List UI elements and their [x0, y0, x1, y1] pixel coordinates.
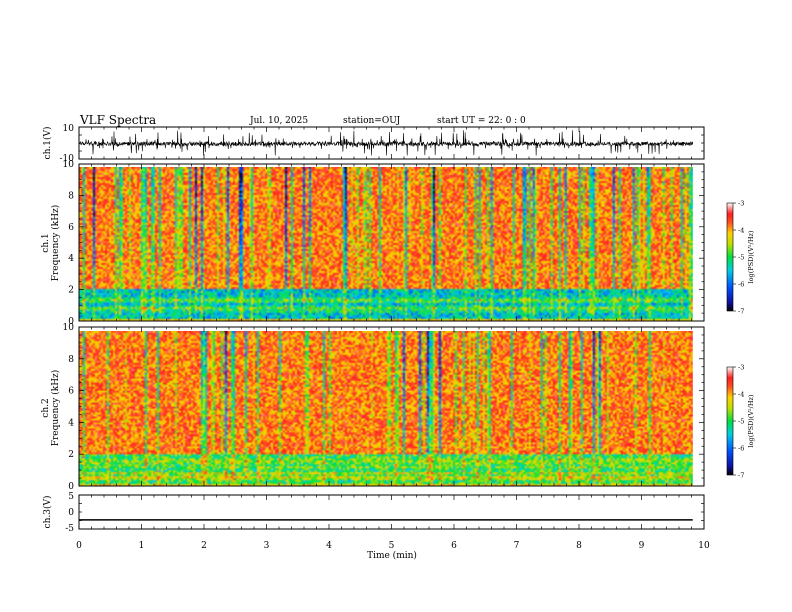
time-tick-label: 9	[639, 541, 645, 551]
ch3-ytick-bottom: -5	[65, 524, 74, 534]
spec2-ytick-label: 4	[68, 418, 74, 428]
ch1-spectrogram-panel: 0 2 4 6 8 10 ch.1 Frequency (kHz)	[41, 160, 705, 327]
ch1-waveform-line	[78, 130, 694, 156]
spec2-ytick-label: 6	[68, 387, 74, 397]
spec1-ytick-label: 6	[68, 223, 74, 233]
ch3-ytick-middle: 0	[68, 508, 74, 518]
ch2-colorbar-tick-label: -5	[738, 418, 744, 426]
spec2-ytick-label: 8	[68, 355, 74, 365]
ch3-waveform-panel: 5 0 -5 ch.3(V) 0 1 2 3 4 5 6 7 8 9 10 Time (min)	[42, 492, 710, 561]
ch1-ytick-top: 10	[63, 124, 75, 134]
ch2-spectrogram-panel: 0 2 4 6 8 10 ch.2 Frequency (kHz)	[41, 323, 705, 492]
ch1-ytick-bottom: -10	[60, 154, 75, 164]
figure-title: VLF Spectra	[79, 113, 156, 127]
spec2-ytick-label: 0	[68, 482, 74, 492]
ch2-colorbar-tick-label: -6	[738, 445, 744, 453]
ch2-colorbar-tick-label: -3	[738, 364, 744, 372]
spec1-ytick-label: 2	[68, 286, 74, 296]
ch1-colorbar-gradient	[727, 203, 733, 311]
time-tick-label: 5	[389, 541, 395, 551]
ch3-ylabel: ch.3(V)	[42, 496, 53, 529]
time-axis-tick-labels: 0 1 2 3 4 5 6 7 8 9 10	[76, 541, 710, 551]
ch2-colorbar-tick-label: -7	[738, 472, 744, 480]
time-tick-label: 10	[698, 541, 710, 551]
ch2-colorbar-tick-label: -4	[738, 391, 744, 399]
ch1-spectrogram-ticks	[78, 163, 705, 322]
ch1-colorbar-tick-label: -7	[738, 308, 744, 316]
time-tick-label: 4	[326, 541, 332, 551]
ch3-waveform-ticks	[78, 494, 705, 530]
ch1-channel-label: ch.1	[41, 233, 51, 252]
ch2-frequency-tick-labels: 0 2 4 6 8 10	[63, 323, 75, 492]
ch1-colorbar-tick-label: -5	[738, 254, 744, 262]
time-tick-label: 2	[201, 541, 207, 551]
ch3-waveform-frame	[78, 494, 705, 530]
time-tick-label: 3	[264, 541, 270, 551]
ch1-colorbar-tick-label: -3	[738, 200, 744, 208]
date-label: Jul. 10, 2025	[249, 116, 308, 126]
spec1-ytick-label: 10	[63, 160, 75, 170]
ch1-frequency-axis-label: Frequency (kHz)	[50, 205, 61, 282]
ch1-colorbar-tick-labels: -3 -4 -5 -6 -7	[733, 200, 744, 316]
spec1-ytick-label: 0	[68, 317, 74, 327]
time-axis-label: Time (min)	[367, 550, 417, 561]
spec1-ytick-label: 8	[68, 191, 74, 201]
ch2-spectrogram-image	[79, 331, 693, 486]
time-tick-label: 1	[139, 541, 145, 551]
spec2-ytick-label: 10	[63, 323, 75, 333]
ch2-colorbar-tick-labels: -3 -4 -5 -6 -7	[733, 364, 744, 480]
ch1-ylabel: ch.1(V)	[42, 127, 53, 160]
ch1-waveform-ticks	[78, 126, 705, 160]
ch3-ytick-top: 5	[68, 492, 74, 502]
start-time-label: start UT = 22: 0 : 0	[437, 116, 526, 126]
ch2-channel-label: ch.2	[41, 398, 51, 417]
station-label: station=OUJ	[343, 116, 401, 126]
ch2-colorbar-label: log(PSD)(V²/Hz)	[747, 394, 755, 447]
time-tick-label: 0	[76, 541, 82, 551]
time-tick-label: 6	[451, 541, 457, 551]
ch1-colorbar-tick-label: -6	[738, 281, 744, 289]
spec1-ytick-label: 4	[68, 254, 74, 264]
ch1-colorbar-label: log(PSD)(V²/Hz)	[747, 230, 755, 283]
ch2-frequency-axis-label: Frequency (kHz)	[50, 370, 61, 447]
ch2-colorbar: -3 -4 -5 -6 -7 log(PSD)(V²/Hz)	[726, 364, 755, 480]
time-tick-label: 8	[576, 541, 582, 551]
time-tick-label: 7	[514, 541, 520, 551]
ch1-spectrogram-image	[79, 167, 693, 321]
ch2-colorbar-gradient	[727, 367, 733, 475]
ch1-colorbar-tick-label: -4	[738, 227, 744, 235]
ch2-spectrogram-ticks	[78, 326, 705, 487]
ch1-colorbar: -3 -4 -5 -6 -7 log(PSD)(V²/Hz)	[726, 200, 755, 316]
spec2-ytick-label: 2	[68, 450, 74, 460]
ch1-waveform-panel: 10 -10 ch.1(V)	[42, 124, 705, 164]
ch1-frequency-tick-labels: 0 2 4 6 8 10	[63, 160, 75, 327]
